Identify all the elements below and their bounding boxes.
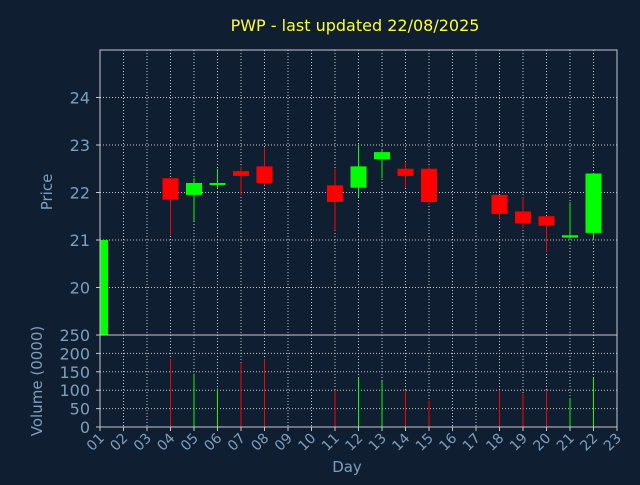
candle-body xyxy=(585,173,602,233)
candle xyxy=(585,173,602,240)
candle-body xyxy=(350,166,367,188)
candle xyxy=(538,216,555,252)
x-tick-label: 07 xyxy=(225,431,249,455)
x-tick-label: 09 xyxy=(272,431,296,455)
volume-plot-frame xyxy=(99,334,618,428)
volume-axis-label: Volume (0000) xyxy=(28,326,46,436)
candle xyxy=(186,178,202,221)
candle xyxy=(350,145,367,198)
x-tick-label: 06 xyxy=(201,430,225,454)
volume-tick-label: 200 xyxy=(59,344,90,363)
chart-title: PWP - last updated 22/08/2025 xyxy=(231,16,480,35)
x-tick-label: 20 xyxy=(530,431,554,455)
candle-body xyxy=(162,178,179,200)
candle-body xyxy=(562,235,578,238)
x-tick-label: 19 xyxy=(507,431,531,455)
volume-tick-label: 150 xyxy=(59,363,90,382)
price-axis-label: Price xyxy=(38,174,56,211)
day-x-axis: 01 02 03 04 05 06 07 08 09 10 11 12 13 14 15 16 17 18 19 20… xyxy=(84,427,625,454)
price-tick-label: 24 xyxy=(70,89,90,108)
volume-tick-label: 250 xyxy=(59,326,90,345)
candle xyxy=(562,202,578,240)
x-tick-label: 12 xyxy=(342,431,366,455)
price-tick-label: 21 xyxy=(70,231,90,250)
candle xyxy=(397,161,414,188)
x-tick-label: 22 xyxy=(577,431,601,455)
candle-body xyxy=(491,194,508,214)
price-candles xyxy=(99,145,602,335)
volume-tick-label: 100 xyxy=(59,381,90,400)
x-tick-label: 17 xyxy=(460,431,484,455)
candle xyxy=(421,166,437,205)
candle xyxy=(374,149,390,179)
x-tick-label: 08 xyxy=(248,431,272,455)
candle-body xyxy=(100,240,108,335)
x-tick-label: 04 xyxy=(154,430,178,454)
volume-bars xyxy=(170,358,594,427)
candle xyxy=(162,178,179,236)
x-tick-label: 11 xyxy=(319,431,343,455)
x-tick-label: 16 xyxy=(436,430,460,454)
candle-body xyxy=(256,166,273,183)
candle xyxy=(233,166,249,195)
x-tick-label: 21 xyxy=(554,431,578,455)
candle-body xyxy=(327,185,343,202)
candle-body xyxy=(209,183,226,185)
candle-body xyxy=(397,168,414,176)
x-tick-label: 05 xyxy=(178,431,202,455)
candle xyxy=(99,240,108,335)
candle-body xyxy=(421,168,437,202)
candle-body xyxy=(233,171,249,176)
price-tick-label: 22 xyxy=(70,184,90,203)
x-tick-label: 14 xyxy=(389,430,413,454)
price-tick-label: 23 xyxy=(70,136,90,155)
x-tick-label: 03 xyxy=(131,431,155,455)
volume-tick-label: 0 xyxy=(80,418,90,437)
candle xyxy=(515,197,531,229)
price-y-axis: 20 21 22 23 24 xyxy=(70,89,100,298)
price-tick-label: 20 xyxy=(70,279,90,298)
x-tick-label: 23 xyxy=(601,431,625,455)
x-tick-label: 15 xyxy=(413,431,437,455)
x-axis-label: Day xyxy=(332,458,362,476)
candle-body xyxy=(186,183,202,195)
candle-body xyxy=(374,152,390,160)
candle-body xyxy=(515,211,531,224)
candle xyxy=(209,168,226,188)
x-tick-label: 02 xyxy=(107,431,131,455)
x-tick-label: 10 xyxy=(295,431,319,455)
plot-frames xyxy=(99,49,618,428)
x-tick-label: 18 xyxy=(483,431,507,455)
candle xyxy=(256,147,273,186)
candle-body xyxy=(538,216,555,226)
x-tick-label: 13 xyxy=(366,431,390,455)
candle xyxy=(327,168,343,231)
candle xyxy=(491,194,508,219)
volume-tick-label: 50 xyxy=(70,400,90,419)
